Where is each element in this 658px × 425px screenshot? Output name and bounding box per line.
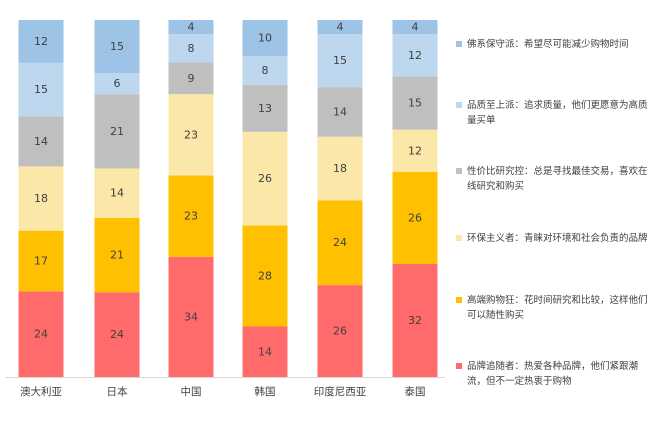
- bar-segment-4-2: [317, 136, 363, 201]
- legend-label-2: 环保主义者：青睐对环境和社会负责的品牌: [467, 233, 648, 244]
- data-label-3-5: 10: [258, 32, 272, 45]
- data-label-4-5: 4: [337, 21, 344, 34]
- bar-segment-2-4: [168, 34, 214, 63]
- data-label-5-2: 12: [408, 144, 422, 157]
- legend-swatch-3: [456, 168, 462, 174]
- legend-label-3: 性价比研究控：总是寻找最佳交易，喜欢在线研究和购买: [467, 166, 648, 192]
- category-label-0: 澳大利亚: [20, 385, 62, 398]
- legend-item-3: 性价比研究控：总是寻找最佳交易，喜欢在线研究和购买: [456, 164, 652, 194]
- data-label-0-4: 15: [34, 83, 48, 96]
- data-label-1-3: 21: [110, 125, 124, 138]
- legend-swatch-5: [456, 41, 462, 47]
- bar-segment-1-1: [94, 217, 140, 293]
- bar-segment-4-5: [317, 20, 363, 35]
- legend-item-0: 品牌追随者：热爱各种品牌，他们紧跟潮流，但不一定热衷于购物: [456, 359, 652, 389]
- bar-segment-2-2: [168, 94, 214, 176]
- legend-label-5: 佛系保守派：希望尽可能减少购物时间: [467, 39, 629, 50]
- bar-segment-2-5: [168, 20, 214, 35]
- bar-segment-2-0: [168, 256, 214, 377]
- data-label-1-4: 6: [114, 77, 121, 90]
- bar-segment-4-4: [317, 34, 363, 88]
- data-label-3-0: 14: [258, 345, 272, 358]
- bar-segment-2-3: [168, 62, 214, 95]
- bar-segment-4-3: [317, 87, 363, 137]
- data-label-2-3: 9: [188, 72, 195, 85]
- data-label-0-3: 14: [34, 135, 48, 148]
- data-label-1-1: 21: [110, 249, 124, 262]
- category-labels: 澳大利亚 日本 中国 韩国 印度尼西亚 泰国: [20, 385, 426, 398]
- bar-segment-0-2: [18, 166, 64, 231]
- bar-segment-5-2: [392, 129, 438, 172]
- category-label-5: 泰国: [405, 385, 426, 398]
- category-label-4: 印度尼西亚: [314, 385, 367, 398]
- data-label-0-2: 18: [34, 192, 48, 205]
- data-label-4-0: 26: [333, 325, 347, 338]
- bar-segment-0-0: [18, 291, 64, 377]
- bar-segment-3-5: [242, 20, 288, 57]
- bar-segment-0-3: [18, 116, 64, 167]
- legend-item-2: 环保主义者：青睐对环境和社会负责的品牌: [456, 231, 652, 246]
- data-label-2-1: 23: [184, 210, 198, 223]
- data-label-3-4: 8: [262, 64, 269, 77]
- data-label-5-4: 12: [408, 49, 422, 62]
- bar-segment-5-0: [392, 263, 438, 377]
- data-label-2-2: 23: [184, 128, 198, 141]
- legend-swatch-0: [456, 363, 462, 369]
- data-label-3-2: 26: [258, 172, 272, 185]
- bar-segment-3-0: [242, 326, 288, 377]
- bar-segment-3-1: [242, 225, 288, 327]
- data-label-4-2: 18: [333, 162, 347, 175]
- bar-segment-5-3: [392, 76, 438, 130]
- bar-segment-0-5: [18, 20, 64, 63]
- data-label-0-0: 24: [34, 328, 48, 341]
- bar-segment-0-4: [18, 62, 64, 117]
- bar-segment-5-1: [392, 171, 438, 264]
- bar-segment-3-3: [242, 84, 288, 132]
- bar-segment-5-5: [392, 20, 438, 35]
- legend-label-4: 品质至上派：追求质量，他们更愿意为高质量买单: [467, 100, 648, 126]
- data-label-2-5: 4: [188, 21, 195, 34]
- legend-label-1: 高端购物狂：花时间研究和比较，这样他们可以随性购买: [467, 295, 648, 321]
- data-label-1-2: 14: [110, 187, 124, 200]
- data-label-0-5: 12: [34, 35, 48, 48]
- legend-swatch-1: [456, 297, 462, 303]
- data-label-3-1: 28: [258, 270, 272, 283]
- data-label-5-5: 4: [412, 21, 419, 34]
- bar-segment-0-1: [18, 230, 64, 292]
- data-label-4-1: 24: [333, 236, 347, 249]
- category-label-2: 中国: [181, 385, 202, 398]
- data-label-4-4: 15: [333, 54, 347, 67]
- bar-segment-1-2: [94, 168, 140, 218]
- data-label-4-3: 14: [333, 105, 347, 118]
- legend-item-1: 高端购物狂：花时间研究和比较，这样他们可以随性购买: [456, 293, 652, 323]
- bar-segment-3-4: [242, 56, 288, 85]
- bar-segment-1-5: [94, 20, 140, 74]
- data-label-1-0: 24: [110, 328, 124, 341]
- category-label-1: 日本: [107, 385, 128, 398]
- data-label-2-0: 34: [184, 310, 198, 323]
- bar-segment-1-0: [94, 292, 140, 377]
- bar-segment-5-4: [392, 34, 438, 77]
- data-label-3-3: 13: [258, 102, 272, 115]
- data-label-5-0: 32: [408, 314, 422, 327]
- data-label-2-4: 8: [188, 42, 195, 55]
- data-label-1-5: 15: [110, 40, 124, 53]
- bar-segment-2-1: [168, 175, 214, 257]
- bar-segment-3-2: [242, 131, 288, 226]
- bar-segment-1-3: [94, 94, 140, 169]
- bar-segment-1-4: [94, 73, 140, 95]
- legend-swatch-2: [456, 235, 462, 241]
- data-label-0-1: 17: [34, 254, 48, 267]
- data-label-5-1: 26: [408, 211, 422, 224]
- bar-segment-4-1: [317, 200, 363, 286]
- legend-swatch-4: [456, 102, 462, 108]
- bars-group: 24 17 18 14 15 12 24 21 14 21 6 15 34 23 23 9 8 4 14 28 26 13…: [18, 20, 438, 377]
- legend-item-4: 品质至上派：追求质量，他们更愿意为高质量买单: [456, 98, 652, 128]
- legend-item-5: 佛系保守派：希望尽可能减少购物时间: [456, 37, 652, 52]
- data-label-5-3: 15: [408, 97, 422, 110]
- legend-label-0: 品牌追随者：热爱各种品牌，他们紧跟潮流，但不一定热衷于购物: [467, 361, 639, 387]
- category-label-3: 韩国: [255, 385, 276, 398]
- bar-segment-4-0: [317, 285, 363, 377]
